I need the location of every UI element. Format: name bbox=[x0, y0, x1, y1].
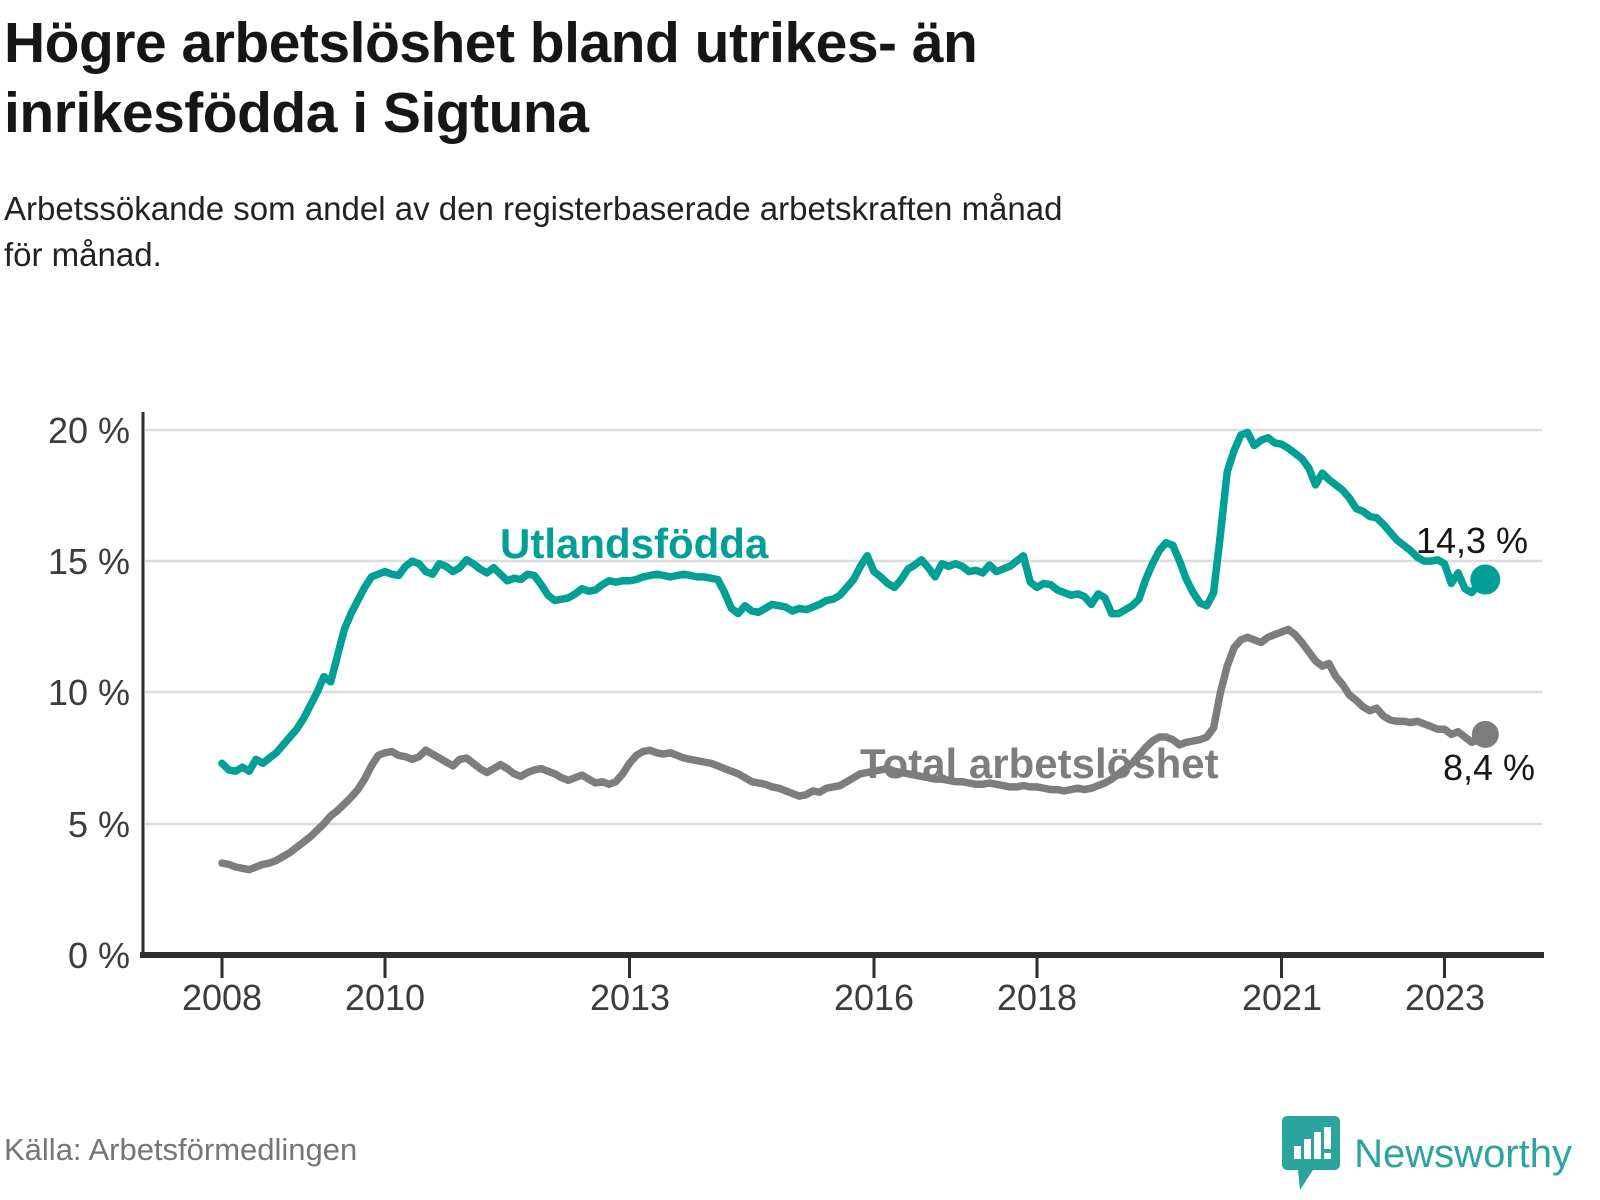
y-tick-0: 0 % bbox=[68, 935, 130, 976]
y-tick-15: 15 % bbox=[48, 541, 130, 582]
gridlines bbox=[145, 428, 1542, 826]
series-lines bbox=[218, 428, 1501, 874]
x-tick-2018: 2018 bbox=[997, 977, 1077, 1018]
logo-exclamation-bar bbox=[1324, 1127, 1332, 1149]
y-tick-5: 5 % bbox=[68, 804, 130, 845]
source-note: Källa: Arbetsförmedlingen bbox=[4, 1132, 358, 1167]
brand-name: Newsworthy bbox=[1354, 1132, 1572, 1176]
x-tick-2013: 2013 bbox=[590, 977, 670, 1018]
x-axis-labels: 2008 2010 2013 2016 2018 2021 2023 bbox=[182, 977, 1485, 1018]
logo-bar-3 bbox=[1314, 1132, 1322, 1159]
series-line-total bbox=[218, 625, 1490, 874]
x-tick-2021: 2021 bbox=[1242, 977, 1322, 1018]
y-tick-10: 10 % bbox=[48, 672, 130, 713]
logo-bar-1 bbox=[1294, 1146, 1302, 1159]
chart-title: Högre arbetslöshet bland utrikes- än inr… bbox=[4, 8, 1264, 148]
series-line-utlandsfodda bbox=[218, 428, 1490, 775]
end-dot-total bbox=[1471, 720, 1499, 748]
x-tick-2016: 2016 bbox=[834, 977, 914, 1018]
x-tick-2023: 2023 bbox=[1405, 977, 1485, 1018]
chart-subtitle-line2: för månad. bbox=[4, 236, 162, 273]
chart-title-line2: inrikesfödda i Sigtuna bbox=[4, 81, 589, 145]
newsworthy-brand: Newsworthy bbox=[1282, 1114, 1572, 1194]
x-tick-2008: 2008 bbox=[182, 977, 262, 1018]
end-label-total: 8,4 % bbox=[1443, 747, 1535, 788]
newsworthy-logo-icon bbox=[1282, 1116, 1341, 1190]
chart-subtitle-line1: Arbetssökande som andel av den registerb… bbox=[4, 190, 1063, 227]
series-label-utlandsfodda: Utlandsfödda bbox=[500, 520, 769, 567]
y-axis-labels: 0 % 5 % 10 % 15 % 20 % bbox=[48, 410, 130, 976]
chart-subtitle: Arbetssökande som andel av den registerb… bbox=[4, 186, 1564, 278]
y-tick-20: 20 % bbox=[48, 410, 130, 451]
chart-title-line1: Högre arbetslöshet bland utrikes- än bbox=[4, 11, 978, 75]
logo-bar-2 bbox=[1304, 1139, 1312, 1159]
logo-exclamation-dot bbox=[1324, 1153, 1332, 1159]
end-dot-utlandsfodda bbox=[1470, 564, 1501, 595]
x-axis-ticks bbox=[220, 958, 1446, 978]
series-label-total: Total arbetslöshet bbox=[860, 740, 1219, 787]
end-label-utlandsfodda: 14,3 % bbox=[1416, 520, 1528, 561]
x-tick-2010: 2010 bbox=[345, 977, 425, 1018]
